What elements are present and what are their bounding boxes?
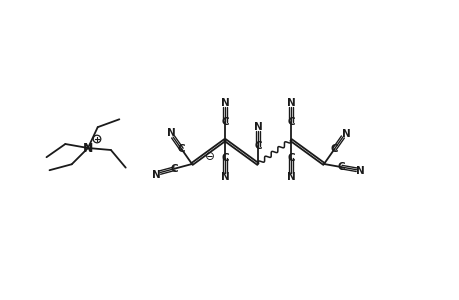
- Text: C: C: [178, 144, 185, 154]
- Text: C: C: [330, 144, 337, 154]
- Text: N: N: [286, 172, 295, 182]
- Text: C: C: [254, 141, 261, 151]
- Text: N: N: [83, 142, 93, 154]
- Text: N: N: [220, 98, 229, 108]
- Text: N: N: [286, 98, 295, 108]
- Text: C: C: [221, 153, 228, 163]
- Text: C: C: [170, 164, 178, 174]
- Text: N: N: [166, 128, 175, 138]
- Text: N: N: [341, 129, 350, 139]
- Text: N: N: [151, 169, 160, 179]
- Text: C: C: [221, 117, 228, 127]
- Text: C: C: [286, 153, 294, 163]
- Text: C: C: [286, 117, 294, 127]
- Text: N: N: [355, 166, 364, 176]
- Text: N: N: [220, 172, 229, 182]
- Text: N: N: [253, 122, 262, 132]
- Text: C: C: [337, 162, 345, 172]
- Text: ⊖: ⊖: [205, 149, 214, 163]
